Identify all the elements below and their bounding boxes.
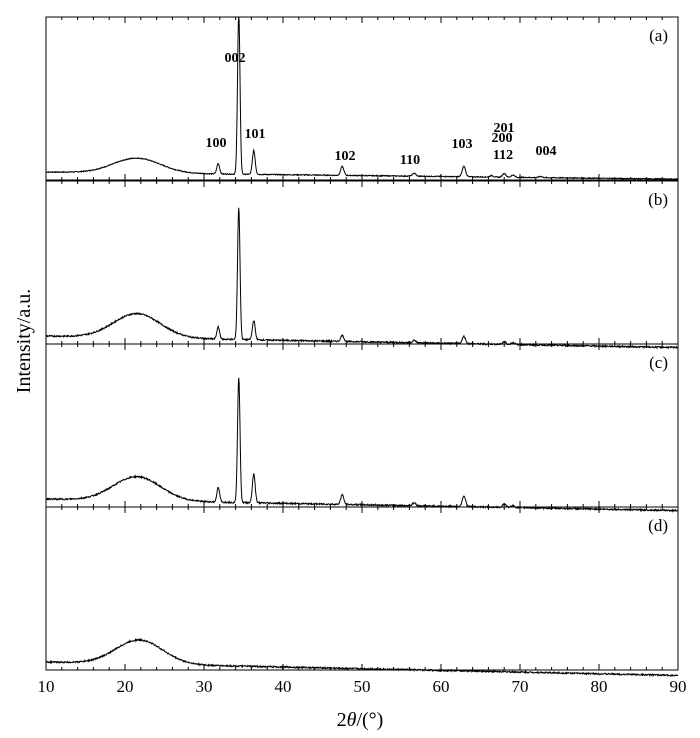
y-axis-title: Intensity/a.u. — [13, 289, 35, 393]
panel-label-c: (c) — [649, 353, 668, 372]
panel-a: (a) — [45, 16, 679, 181]
x-axis-ticks: 10 20 30 40 50 60 70 80 90 — [38, 677, 687, 696]
annotation-200: 200 — [492, 131, 513, 146]
panel-frame — [45, 180, 679, 345]
panel-b: (b) — [45, 180, 679, 350]
series-line-d — [45, 637, 679, 678]
panel-c: (c) — [45, 343, 679, 513]
x-tick-label: 30 — [196, 677, 213, 696]
panel-frame — [45, 506, 679, 671]
annotation-102: 102 — [335, 149, 356, 164]
series-line-a — [45, 16, 679, 181]
panels-group: (a) (b) (c) (d) — [45, 16, 679, 678]
series-line-b — [45, 207, 679, 350]
x-axis-title: 2θ/(°) — [337, 709, 384, 731]
annotation-201: 201 — [494, 121, 515, 136]
series-line-c — [45, 377, 679, 513]
annotation-101: 101 — [245, 127, 266, 142]
annotation-004: 004 — [536, 144, 557, 159]
annotation-100: 100 — [206, 136, 227, 151]
panel-label-b: (b) — [648, 190, 668, 209]
peak-annotations: 002 100 101 102 110 103 201 200 112 004 — [206, 51, 557, 168]
annotation-112: 112 — [493, 148, 513, 163]
panel-label-a: (a) — [649, 26, 668, 45]
x-tick-label: 80 — [591, 677, 608, 696]
panel-frame — [45, 16, 679, 181]
x-tick-label: 40 — [275, 677, 292, 696]
x-tick-label: 10 — [38, 677, 55, 696]
panel-frame — [45, 343, 679, 508]
x-tick-label: 20 — [117, 677, 134, 696]
panel-label-d: (d) — [648, 516, 668, 535]
annotation-110: 110 — [400, 153, 420, 168]
x-tick-label: 90 — [670, 677, 687, 696]
x-tick-label: 50 — [354, 677, 371, 696]
x-tick-label: 60 — [433, 677, 450, 696]
panel-d: (d) — [45, 506, 679, 678]
annotation-103: 103 — [452, 137, 473, 152]
x-tick-label: 70 — [512, 677, 529, 696]
annotation-002: 002 — [225, 51, 246, 66]
